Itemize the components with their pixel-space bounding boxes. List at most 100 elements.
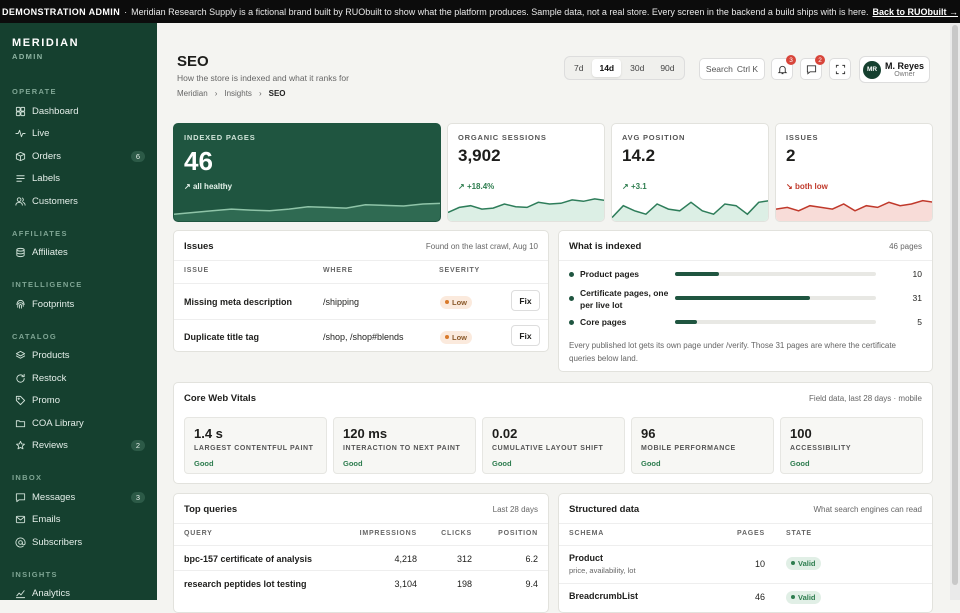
kpi-delta: ↗ +3.1: [622, 182, 647, 191]
sidebar-item-products[interactable]: Products: [0, 345, 157, 368]
page-subtitle: How the store is indexed and what it ran…: [177, 73, 349, 83]
sparkline-line: [776, 199, 932, 212]
indexed-card: What is indexed 46 pages Product pages 1…: [558, 230, 933, 372]
label-icon: [14, 173, 26, 185]
mail-icon: [14, 514, 26, 526]
sidebar-item-dashboard[interactable]: Dashboard: [0, 100, 157, 123]
schema-pages: 46: [754, 592, 765, 602]
sidebar-item-customers[interactable]: Customers: [0, 190, 157, 213]
sidebar-item-label: Analytics: [32, 588, 71, 600]
table-row: Duplicate title tag /shop, /shop#blends …: [174, 319, 548, 351]
col-state: STATE: [786, 530, 812, 537]
messages-button[interactable]: 2: [800, 55, 825, 80]
table-row[interactable]: bpc-157 certificate of analysis 4,218 31…: [174, 545, 548, 570]
kpi-label: ISSUES: [786, 133, 819, 142]
range-30d[interactable]: 30d: [630, 63, 645, 73]
scrollbar[interactable]: [950, 23, 960, 600]
query-text: research peptides lot testing: [184, 579, 307, 589]
sidebar-item-reviews[interactable]: Reviews 2: [0, 435, 157, 458]
breadcrumb-insights[interactable]: Insights: [224, 89, 252, 98]
scrollbar-thumb[interactable]: [952, 25, 958, 585]
card-title: Core Web Vitals: [184, 393, 256, 404]
chevron-right-icon: ›: [214, 89, 218, 98]
sidebar-nav: OPERATE Dashboard Live Orders 6 Labels Custome…: [0, 87, 157, 600]
col-impressions: IMPRESSIONS: [359, 530, 417, 537]
nav-section-affiliates: AFFILIATES: [12, 228, 68, 238]
breadcrumb-current: SEO: [268, 89, 286, 98]
sidebar-item-orders[interactable]: Orders 6: [0, 145, 157, 168]
breadcrumb: Meridian › Insights › SEO: [177, 89, 286, 98]
index-label: Certificate pages, one per live lot: [580, 288, 669, 310]
index-count: 5: [917, 317, 922, 327]
sidebar-item-analytics[interactable]: Analytics: [0, 583, 157, 601]
sidebar-item-messages[interactable]: Messages 3: [0, 486, 157, 509]
kpi-delta-text: +18.4%: [466, 182, 495, 191]
search-button[interactable]: Search Ctrl K: [699, 58, 765, 80]
query-clicks: 198: [456, 579, 472, 589]
brand-name: MERIDIAN: [12, 37, 80, 49]
col-where: WHERE: [323, 267, 354, 274]
bullet-dot: [569, 272, 574, 277]
sparkline: [776, 199, 932, 221]
range-90d[interactable]: 90d: [660, 63, 675, 73]
kpi-delta-text: both low: [794, 182, 828, 191]
sparkline-area: [448, 198, 604, 221]
structured-data-card: Structured data What search engines can …: [558, 493, 933, 613]
sidebar-item-label: Footprints: [32, 298, 75, 310]
nav-section-operate: OPERATE: [12, 87, 57, 96]
trend-up-icon: ↗: [622, 182, 631, 191]
trend-up-icon: ↗: [184, 182, 193, 191]
breadcrumb-meridian[interactable]: Meridian: [177, 89, 208, 98]
sidebar-item-label: Affiliates: [32, 247, 68, 259]
user-role: Owner: [894, 71, 915, 78]
sidebar-item-label: Labels: [32, 173, 60, 185]
sidebar-brand: MERIDIAN ADMIN: [0, 23, 157, 61]
card-divider: [559, 260, 932, 261]
table-row[interactable]: research peptides lot testing 3,104 198 …: [174, 570, 548, 595]
query-position: 9.4: [525, 579, 538, 589]
sparkline-area: [174, 203, 440, 221]
sidebar-item-coa-library[interactable]: COA Library: [0, 412, 157, 435]
index-count: 31: [912, 293, 922, 303]
trend-up-icon: ↗: [458, 182, 467, 191]
vital-status: Good: [492, 459, 512, 468]
card-meta: Field data, last 28 days · mobile: [809, 394, 922, 403]
database-icon: [14, 247, 26, 259]
col-issue: ISSUE: [184, 267, 210, 274]
banner-sep: ·: [124, 6, 128, 17]
sidebar-item-live[interactable]: Live: [0, 123, 157, 146]
banner-link[interactable]: Back to RUObuilt →: [872, 6, 958, 17]
issue-name: Missing meta description: [184, 297, 293, 307]
fix-button[interactable]: Fix: [511, 325, 540, 346]
vital-value: 120 ms: [343, 426, 388, 441]
issue-where: /shipping: [323, 297, 360, 307]
fullscreen-button[interactable]: [829, 58, 851, 80]
user-menu[interactable]: MR M. Reyes Owner: [859, 56, 930, 83]
sidebar-item-promo[interactable]: Promo: [0, 390, 157, 413]
query-clicks: 312: [456, 554, 472, 564]
sidebar-item-affiliates[interactable]: Affiliates: [0, 242, 157, 265]
sidebar-item-footprints[interactable]: Footprints: [0, 293, 157, 316]
sidebar-item-subscribers[interactable]: Subscribers: [0, 531, 157, 554]
sidebar-item-restock[interactable]: Restock: [0, 367, 157, 390]
index-bar: [675, 272, 876, 276]
web-vitals-card: Core Web Vitals Field data, last 28 days…: [173, 382, 933, 484]
chat-icon: [806, 64, 816, 75]
sidebar-item-emails[interactable]: Emails: [0, 509, 157, 532]
kpi-delta: ↗ all healthy: [184, 182, 232, 191]
card-title: Top queries: [184, 504, 238, 515]
count-badge: 6: [130, 150, 145, 162]
col-position: POSITION: [498, 530, 538, 537]
sparkline-line: [612, 200, 768, 219]
sidebar-item-labels[interactable]: Labels: [0, 168, 157, 191]
range-14d[interactable]: 14d: [592, 59, 622, 77]
card-meta: What search engines can read: [813, 505, 922, 514]
nav-section-inbox: INBOX: [12, 473, 43, 482]
notifications-button[interactable]: 3: [771, 55, 796, 80]
kpi-delta-text: +3.1: [630, 182, 647, 191]
fix-button[interactable]: Fix: [511, 290, 540, 311]
range-7d[interactable]: 7d: [574, 63, 584, 73]
banner-label: DEMONSTRATION ADMIN: [2, 6, 121, 17]
card-meta: Found on the last crawl, Aug 10: [425, 242, 538, 251]
sidebar-item-label: Live: [32, 128, 50, 140]
